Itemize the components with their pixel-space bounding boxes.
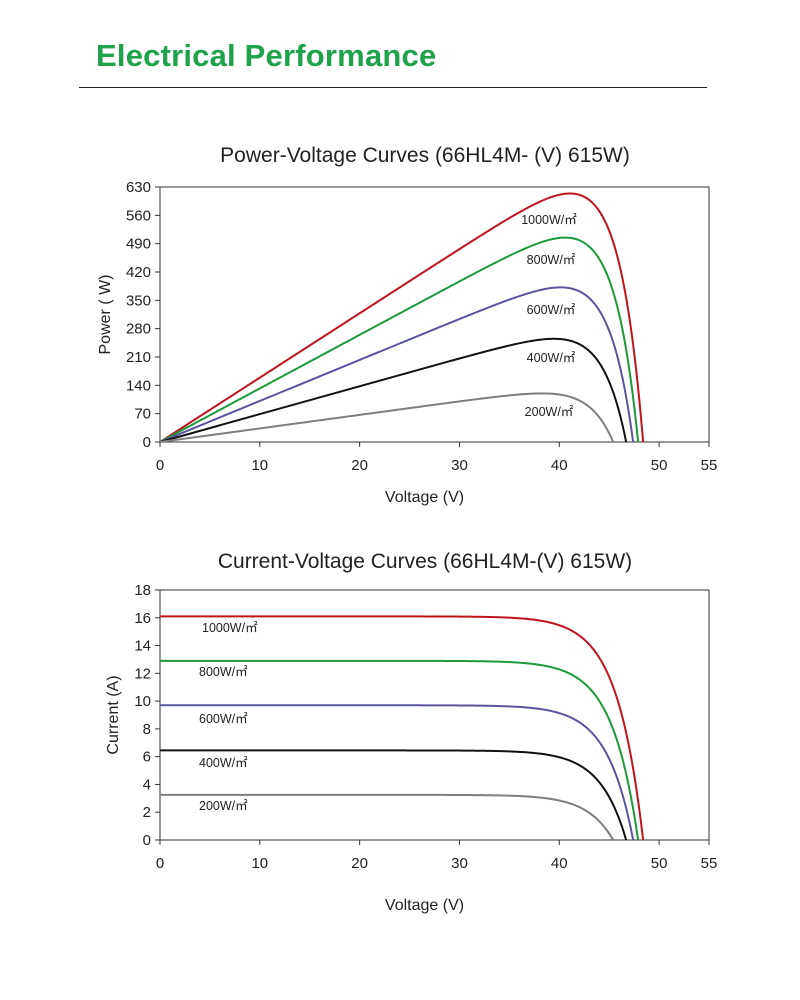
series-label: 1000W/㎡ xyxy=(202,621,258,635)
series-line xyxy=(160,392,615,442)
y-tick-label: 12 xyxy=(134,665,151,682)
x-axis-label: Voltage (V) xyxy=(385,897,464,914)
series-label: 800W/㎡ xyxy=(199,665,248,679)
series-line xyxy=(160,659,640,840)
series-label: 600W/㎡ xyxy=(199,712,248,726)
series-label: 200W/㎡ xyxy=(199,799,248,813)
y-tick-label: 4 xyxy=(143,776,151,793)
series-label: 800W/㎡ xyxy=(527,253,576,267)
y-axis-label: Current (A) xyxy=(105,675,122,754)
plot-frame xyxy=(159,589,710,841)
x-tick-label: 40 xyxy=(551,855,568,872)
x-tick-label: 0 xyxy=(156,855,164,872)
page-title: Electrical Performance xyxy=(96,38,437,73)
y-tick-label: 0 xyxy=(143,832,151,849)
y-tick-label: 210 xyxy=(126,349,151,366)
title-divider xyxy=(79,87,707,88)
plot-frame xyxy=(159,186,710,443)
power-voltage-chart: Power-Voltage Curves (66HL4M- (V) 615W) 0… xyxy=(97,144,718,506)
series-label: 200W/㎡ xyxy=(525,405,574,419)
y-tick-label: 70 xyxy=(134,406,151,423)
series-label: 1000W/㎡ xyxy=(521,213,577,227)
series-label: 400W/㎡ xyxy=(199,756,248,770)
series-line xyxy=(160,286,635,442)
series-line xyxy=(160,704,635,840)
x-tick-label: 0 xyxy=(156,457,164,474)
y-tick-label: 630 xyxy=(126,179,151,196)
x-tick-label: 50 xyxy=(651,457,668,474)
x-axis-label: Voltage (V) xyxy=(385,489,464,506)
chart-title: Current-Voltage Curves (66HL4M-(V) 615W) xyxy=(218,550,632,573)
series-line xyxy=(160,793,615,840)
y-axis-label: Power ( W) xyxy=(97,275,114,355)
x-tick-label: 20 xyxy=(351,855,368,872)
x-tick-label: 10 xyxy=(251,855,268,872)
y-tick-label: 280 xyxy=(126,321,151,338)
x-tick-label: 20 xyxy=(351,457,368,474)
x-tick-label: 55 xyxy=(701,855,718,872)
y-tick-label: 2 xyxy=(143,804,151,821)
y-tick-label: 490 xyxy=(126,236,151,253)
y-tick-label: 560 xyxy=(126,207,151,224)
current-voltage-chart: Current-Voltage Curves (66HL4M-(V) 615W)… xyxy=(105,550,718,914)
y-tick-label: 10 xyxy=(134,693,151,710)
y-tick-label: 350 xyxy=(126,292,151,309)
y-tick-label: 140 xyxy=(126,377,151,394)
x-tick-label: 30 xyxy=(451,855,468,872)
series-line xyxy=(160,236,640,442)
series-label: 600W/㎡ xyxy=(527,303,576,317)
y-tick-label: 18 xyxy=(134,582,151,599)
y-tick-label: 0 xyxy=(143,434,151,451)
x-tick-label: 30 xyxy=(451,457,468,474)
y-tick-label: 6 xyxy=(143,749,151,766)
series-line xyxy=(160,337,628,442)
x-tick-label: 40 xyxy=(551,457,568,474)
chart-title: Power-Voltage Curves (66HL4M- (V) 615W) xyxy=(220,144,630,167)
y-tick-label: 16 xyxy=(134,610,151,627)
y-tick-label: 8 xyxy=(143,721,151,738)
y-tick-label: 420 xyxy=(126,264,151,281)
x-tick-label: 55 xyxy=(701,457,718,474)
y-tick-label: 14 xyxy=(134,638,151,655)
x-tick-label: 10 xyxy=(251,457,268,474)
x-tick-label: 50 xyxy=(651,855,668,872)
series-line xyxy=(160,749,628,840)
series-line xyxy=(160,615,645,840)
series-label: 400W/㎡ xyxy=(527,351,576,365)
series-line xyxy=(160,192,645,442)
